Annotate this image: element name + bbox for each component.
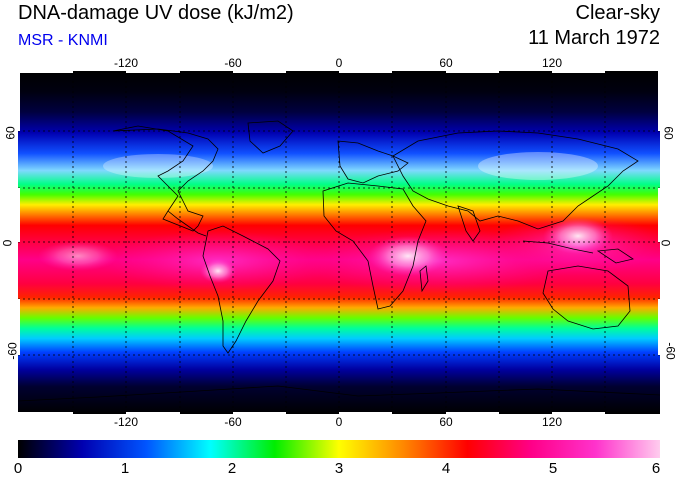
frame-tick	[446, 71, 499, 73]
frame-tick	[339, 412, 392, 414]
frame-tick	[18, 71, 20, 131]
frame-tick	[339, 71, 392, 73]
colorbar-tick-label: 0	[13, 460, 23, 477]
antarctica-coast	[18, 385, 660, 402]
frame-tick	[446, 412, 499, 414]
uv-dose-map	[18, 71, 660, 414]
colorbar-tick-label: 1	[120, 460, 130, 477]
frame-tick	[552, 412, 605, 414]
lon-label-top: -60	[224, 56, 242, 70]
lat-label-left: 0	[0, 239, 15, 247]
australia-coast	[542, 265, 631, 330]
lat-label-right: 0	[658, 239, 673, 247]
madagascar-coast	[419, 265, 429, 293]
lon-label-bottom: -120	[113, 415, 139, 429]
graticule	[18, 71, 660, 414]
uv-peak-region	[38, 241, 118, 271]
frame-tick	[126, 71, 180, 73]
frame-tick	[18, 71, 73, 73]
lon-label-top: -120	[113, 56, 139, 70]
lon-label-bottom: 120	[541, 415, 563, 429]
lon-label-bottom: 60	[439, 415, 453, 429]
indonesia-coast	[522, 240, 594, 254]
frame-tick	[18, 299, 20, 355]
colorbar-tick-label: 4	[441, 460, 451, 477]
south-america-coast	[202, 225, 281, 354]
frame-tick	[552, 71, 605, 73]
frame-tick	[658, 188, 660, 242]
lon-label-bottom: -60	[224, 415, 242, 429]
frame-tick	[233, 412, 286, 414]
lat-label-right: 60	[661, 126, 676, 140]
lat-label-left: 60	[3, 126, 18, 140]
frame-ticks	[18, 71, 660, 414]
frame-tick	[658, 299, 660, 355]
frame-tick	[18, 412, 73, 414]
colorbar-tick-label: 3	[334, 460, 344, 477]
lat-label-right: -60	[663, 342, 678, 360]
central-america-coast	[167, 210, 207, 237]
source-label: MSR - KNMI	[18, 32, 108, 49]
frame-tick	[233, 71, 286, 73]
lon-label-top: 120	[541, 56, 563, 70]
colorbar-tick-label: 5	[548, 460, 558, 477]
europe-coast	[337, 140, 409, 184]
new-guinea-coast	[596, 248, 634, 264]
asia-coast	[392, 130, 639, 230]
lon-label-top: 60	[439, 56, 453, 70]
uv-peak-region	[543, 218, 613, 254]
lon-label-top: 0	[335, 56, 343, 70]
lon-label-bottom: 0	[335, 415, 343, 429]
uv-dose-map-canvas	[18, 71, 660, 414]
colorbar-tick-label: 6	[651, 460, 661, 477]
frame-tick	[126, 412, 180, 414]
india-coast	[457, 205, 481, 242]
colorbar-tick-label: 2	[227, 460, 237, 477]
uv-peak-region	[200, 259, 236, 283]
map-title: DNA-damage UV dose (kJ/m2)	[18, 2, 294, 24]
uv-north-highs	[478, 152, 598, 180]
date-label: 11 March 1972	[528, 27, 660, 49]
north-america-coast	[112, 125, 219, 232]
frame-tick	[18, 188, 20, 242]
uv-peak-region	[368, 236, 448, 276]
uv-north-highs	[103, 154, 213, 178]
sky-condition-label: Clear-sky	[575, 2, 660, 24]
colorbar	[18, 440, 660, 458]
greenland-coast	[247, 120, 294, 154]
frame-tick	[658, 71, 660, 131]
